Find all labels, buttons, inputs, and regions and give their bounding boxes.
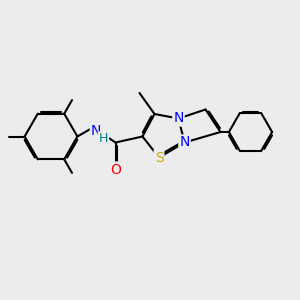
Text: N: N xyxy=(173,112,184,125)
Text: N: N xyxy=(179,136,190,149)
Text: N: N xyxy=(91,124,101,138)
Text: O: O xyxy=(110,163,121,176)
Text: H: H xyxy=(99,132,108,146)
Text: S: S xyxy=(154,151,164,164)
